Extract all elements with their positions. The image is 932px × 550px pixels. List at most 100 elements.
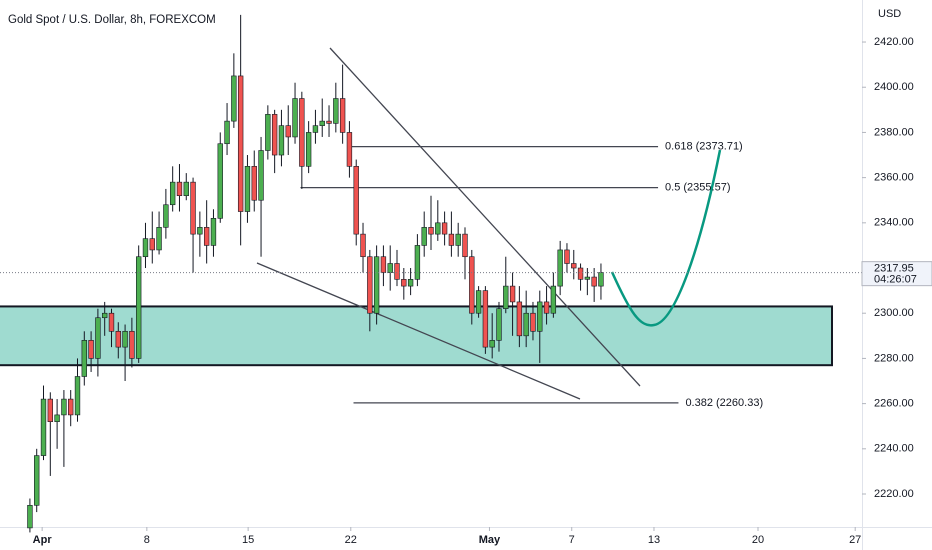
projection-curve — [610, 149, 722, 327]
candle-body — [210, 218, 217, 246]
candle-body — [88, 340, 94, 359]
candle-body — [122, 330, 128, 348]
candle-body — [258, 150, 264, 201]
last-price-box — [861, 261, 932, 287]
currency-label: USD — [878, 8, 901, 20]
candle-body — [47, 398, 53, 422]
candle-body — [421, 227, 427, 246]
candle-body — [299, 98, 305, 167]
y-tick-label: 2300.00 — [874, 307, 914, 319]
candle-body — [292, 98, 298, 138]
candle-body — [543, 301, 550, 314]
y-tick-label: 2280.00 — [874, 352, 914, 364]
candle-body — [142, 238, 149, 258]
candle-body — [353, 166, 359, 235]
candle-body — [537, 301, 543, 332]
candle-body — [190, 181, 196, 235]
candle-body — [550, 285, 557, 314]
x-tick-label: 22 — [345, 534, 357, 546]
candle-body — [333, 98, 339, 124]
candle-body — [591, 276, 597, 287]
candle-body — [441, 222, 448, 235]
fib-label: 0.618 (2373.71) — [665, 141, 743, 153]
candle-body — [231, 75, 237, 122]
candle-body — [203, 227, 210, 246]
candle-body — [516, 301, 523, 337]
candle-body — [129, 330, 135, 359]
candle-body — [102, 312, 108, 319]
candle-body — [326, 120, 332, 124]
candle-body — [224, 120, 230, 145]
x-tick-label: 15 — [242, 534, 254, 546]
candle-body — [108, 312, 115, 332]
candle-body — [115, 330, 121, 348]
candle-body — [40, 398, 47, 456]
candle-body — [346, 132, 353, 167]
candle-body — [163, 204, 169, 228]
candle-body — [496, 308, 502, 341]
candle-body — [169, 181, 176, 206]
candle-body — [448, 233, 455, 246]
candle-body — [571, 263, 577, 269]
candle-body — [278, 125, 285, 156]
candle-body — [217, 143, 223, 219]
fib-label: 0.5 (2355.57) — [665, 182, 730, 194]
candle-body — [244, 166, 251, 212]
candle-body — [197, 227, 203, 235]
candle-body — [285, 125, 291, 138]
fib-label: 0.382 (2260.33) — [685, 397, 763, 409]
candle-body — [149, 238, 155, 251]
candle-body — [387, 263, 393, 273]
candle-body — [509, 285, 516, 303]
candle-body — [428, 227, 434, 235]
candle-body — [530, 312, 536, 332]
y-tick-label: 2360.00 — [874, 172, 914, 184]
candle-body — [176, 181, 183, 197]
candle-body — [455, 233, 461, 246]
candle-body — [475, 290, 482, 314]
candle-body — [183, 181, 189, 197]
candle-body — [136, 256, 142, 359]
candle-body — [312, 125, 319, 133]
candle-body — [557, 249, 563, 287]
candle-body — [367, 256, 373, 314]
trend-line — [256, 262, 581, 400]
candle-body — [339, 98, 346, 133]
candle-body — [27, 505, 33, 529]
y-tick-label: 2420.00 — [874, 36, 914, 48]
candle-body — [271, 114, 278, 156]
candle-body — [251, 166, 257, 201]
candle-body — [584, 276, 591, 280]
y-tick-label: 2400.00 — [874, 81, 914, 93]
candle-body — [401, 279, 407, 287]
candle-body — [373, 256, 380, 314]
chart-title: Gold Spot / U.S. Dollar, 8h, FOREXCOM — [8, 14, 216, 26]
candle-body — [74, 376, 81, 416]
candle-body — [577, 267, 584, 280]
x-tick-label: 13 — [648, 534, 660, 546]
candle-body — [61, 398, 67, 416]
candle-body — [462, 233, 468, 258]
x-tick-label: 27 — [849, 534, 861, 546]
candle-body — [54, 414, 60, 422]
y-tick-label: 2340.00 — [874, 217, 914, 229]
candle-body — [564, 249, 570, 264]
x-tick-label: 20 — [752, 534, 764, 546]
candle-body — [380, 256, 387, 273]
candle-body — [319, 120, 325, 126]
candle-body — [489, 340, 495, 348]
candle-body — [305, 132, 312, 167]
candle-body — [407, 279, 414, 287]
y-tick-label: 2240.00 — [874, 443, 914, 455]
candle-body — [95, 317, 101, 359]
candle-body — [469, 256, 475, 314]
countdown-label: 04:26:07 — [874, 274, 917, 286]
x-tick-label: May — [479, 534, 501, 546]
candle-body — [503, 285, 509, 309]
candle-body — [68, 398, 74, 416]
last-price-label: 2317.95 — [874, 263, 914, 275]
candle-body — [265, 114, 271, 151]
candle-body — [414, 245, 421, 280]
x-tick-label: 8 — [144, 534, 150, 546]
